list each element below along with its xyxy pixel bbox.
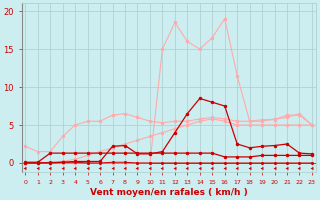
Point: [135, 166, 140, 170]
Point: [297, 166, 302, 170]
Point: [247, 166, 252, 170]
Point: [48, 166, 53, 170]
Point: [73, 166, 78, 170]
Point: [98, 166, 103, 170]
Point: [35, 166, 40, 170]
Point: [197, 166, 202, 170]
Point: [309, 166, 315, 170]
Point: [123, 166, 128, 170]
Point: [235, 166, 240, 170]
Point: [148, 166, 153, 170]
Point: [185, 166, 190, 170]
Point: [23, 166, 28, 170]
Point: [272, 166, 277, 170]
Point: [172, 166, 177, 170]
Point: [85, 166, 90, 170]
Point: [160, 166, 165, 170]
Point: [284, 166, 290, 170]
Point: [110, 166, 115, 170]
Point: [222, 166, 227, 170]
Point: [210, 166, 215, 170]
Point: [260, 166, 265, 170]
Point: [60, 166, 65, 170]
X-axis label: Vent moyen/en rafales ( km/h ): Vent moyen/en rafales ( km/h ): [90, 188, 248, 197]
